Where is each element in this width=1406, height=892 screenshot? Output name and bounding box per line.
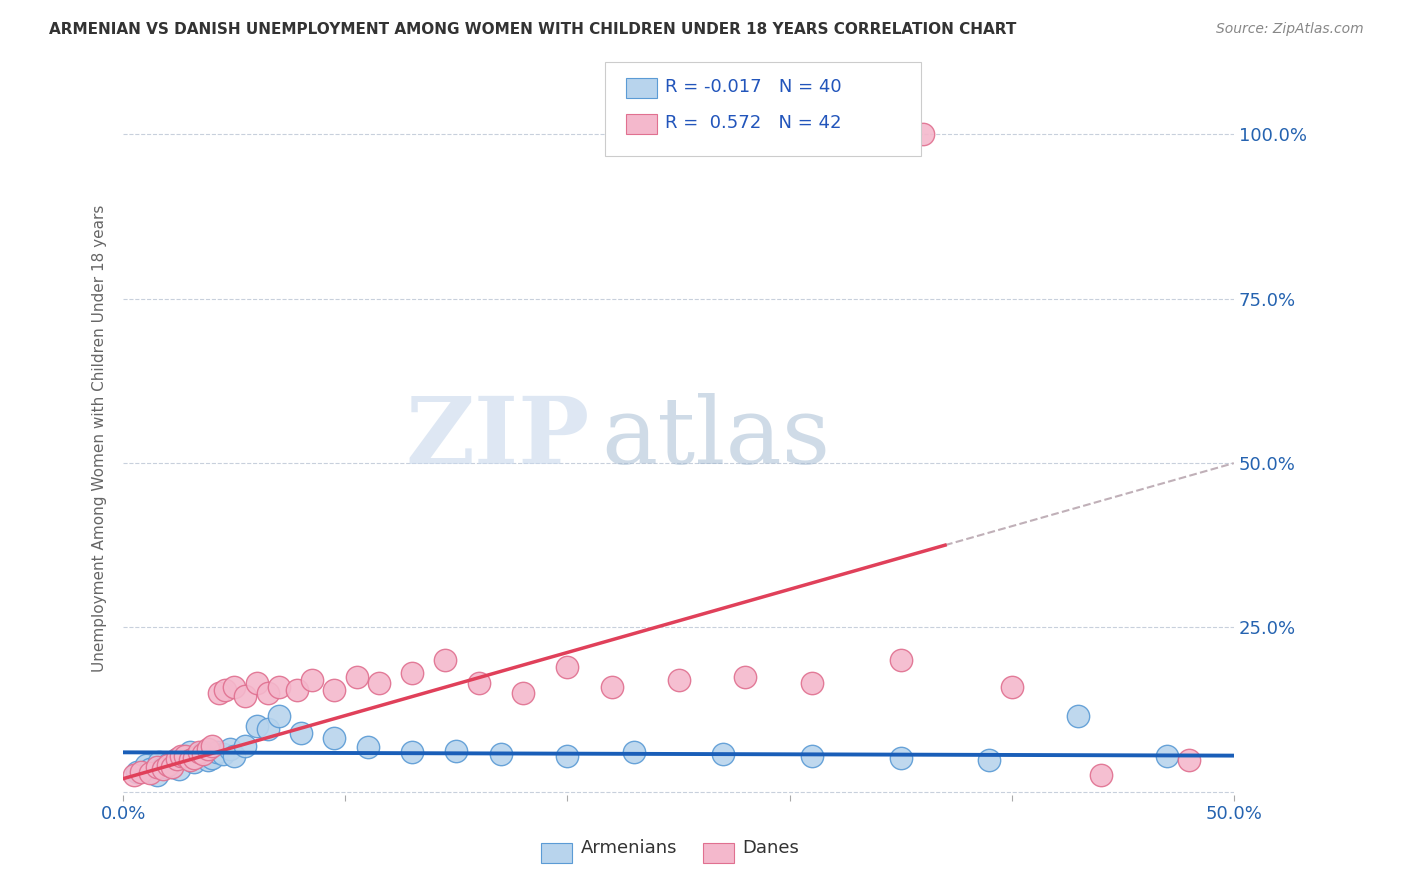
Point [557, 748, 579, 763]
Point [235, 739, 257, 753]
Text: R = -0.017   N = 40: R = -0.017 N = 40 [665, 78, 842, 96]
Point [911, 128, 934, 142]
Point [208, 686, 231, 700]
Y-axis label: Unemployment Among Women with Children Under 18 years: Unemployment Among Women with Children U… [93, 205, 107, 673]
Point [356, 740, 378, 755]
Point [734, 670, 756, 684]
Text: atlas: atlas [600, 393, 830, 483]
Point [124, 768, 146, 782]
Point [235, 690, 257, 704]
Point [256, 723, 278, 737]
Point [187, 745, 209, 759]
Point [166, 752, 188, 766]
Point [800, 748, 823, 763]
Point [183, 755, 205, 769]
Point [152, 762, 174, 776]
Point [219, 742, 242, 756]
Point [166, 752, 188, 766]
Point [187, 748, 209, 763]
Point [139, 762, 162, 776]
Point [134, 758, 156, 772]
Point [557, 660, 579, 674]
Point [267, 680, 290, 694]
Point [256, 686, 278, 700]
Point [214, 682, 236, 697]
Point [711, 747, 734, 761]
Point [890, 750, 912, 764]
Point [193, 745, 215, 759]
Point [224, 680, 246, 694]
Point [890, 653, 912, 667]
Point [623, 745, 645, 759]
Point [346, 670, 368, 684]
Point [129, 765, 152, 780]
Point [323, 731, 346, 745]
Point [800, 676, 823, 690]
Point [212, 747, 235, 761]
Text: Danes: Danes [742, 839, 799, 857]
Text: R =  0.572   N = 42: R = 0.572 N = 42 [665, 114, 842, 132]
Point [145, 760, 167, 774]
Text: Armenians: Armenians [581, 839, 678, 857]
Point [446, 744, 468, 758]
Point [512, 686, 534, 700]
Point [205, 745, 228, 759]
Point [145, 768, 167, 782]
Point [170, 748, 193, 763]
Point [183, 750, 205, 764]
Point [979, 753, 1001, 767]
Point [167, 762, 190, 776]
Point [301, 673, 323, 687]
Point [434, 653, 457, 667]
Point [152, 760, 174, 774]
Point [1067, 709, 1090, 723]
Point [125, 765, 148, 780]
Point [148, 755, 170, 769]
Point [367, 676, 389, 690]
Text: Source: ZipAtlas.com: Source: ZipAtlas.com [1216, 22, 1364, 37]
Point [290, 725, 312, 739]
Point [160, 760, 183, 774]
Point [201, 750, 224, 764]
Text: ARMENIAN VS DANISH UNEMPLOYMENT AMONG WOMEN WITH CHILDREN UNDER 18 YEARS CORRELA: ARMENIAN VS DANISH UNEMPLOYMENT AMONG WO… [49, 22, 1017, 37]
Point [174, 748, 197, 763]
Point [600, 680, 623, 694]
Point [1178, 753, 1201, 767]
Point [197, 742, 219, 756]
Point [174, 748, 197, 763]
Point [201, 739, 224, 753]
Point [467, 676, 489, 690]
Point [224, 748, 246, 763]
Point [197, 753, 219, 767]
Point [245, 719, 267, 733]
Point [1156, 748, 1178, 763]
Point [1090, 768, 1112, 782]
Point [323, 682, 346, 697]
Point [285, 682, 308, 697]
Point [193, 747, 215, 761]
Point [489, 747, 512, 761]
Point [179, 745, 201, 759]
Point [179, 753, 201, 767]
Point [139, 766, 162, 780]
Point [401, 666, 423, 681]
Point [245, 676, 267, 690]
Point [156, 758, 179, 772]
Point [401, 745, 423, 759]
Point [1001, 680, 1024, 694]
Point [156, 757, 179, 772]
Text: ZIP: ZIP [405, 393, 589, 483]
Point [160, 760, 183, 774]
Point [668, 673, 690, 687]
Point [179, 752, 201, 766]
Point [267, 709, 290, 723]
